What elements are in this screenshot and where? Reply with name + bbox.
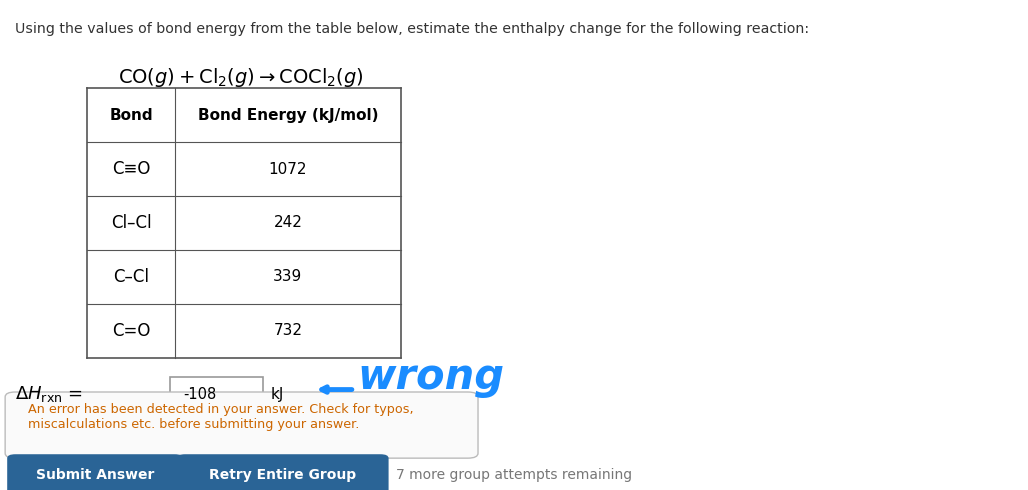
Text: C≡O: C≡O [112,160,150,178]
FancyBboxPatch shape [5,392,478,458]
Text: 1072: 1072 [268,162,307,176]
Text: kJ: kJ [270,387,284,402]
Text: 242: 242 [273,216,302,230]
Text: 7 more group attempts remaining: 7 more group attempts remaining [396,468,632,482]
Text: $\mathrm{CO}(g) + \mathrm{Cl_2}(g) \rightarrow \mathrm{COCl_2}(g)$: $\mathrm{CO}(g) + \mathrm{Cl_2}(g) \righ… [118,66,364,89]
Text: Cl–Cl: Cl–Cl [111,214,151,232]
Text: Bond Energy (kJ/mol): Bond Energy (kJ/mol) [197,108,378,122]
Text: Retry Entire Group: Retry Entire Group [209,468,357,482]
Text: 339: 339 [273,270,302,284]
Text: C=O: C=O [112,322,150,340]
FancyBboxPatch shape [7,454,183,490]
Text: 732: 732 [273,323,302,338]
Text: $\Delta H_{\mathrm{rxn}}$ =: $\Delta H_{\mathrm{rxn}}$ = [15,385,85,404]
Text: Using the values of bond energy from the table below, estimate the enthalpy chan: Using the values of bond energy from the… [15,22,809,36]
Text: C–Cl: C–Cl [113,268,149,286]
Text: Submit Answer: Submit Answer [36,468,154,482]
Text: Bond: Bond [109,108,153,122]
Text: An error has been detected in your answer. Check for typos,
miscalculations etc.: An error has been detected in your answe… [28,403,413,431]
Text: -108: -108 [183,387,216,402]
Text: wrong: wrong [358,356,505,398]
FancyBboxPatch shape [170,377,263,412]
FancyBboxPatch shape [177,454,389,490]
